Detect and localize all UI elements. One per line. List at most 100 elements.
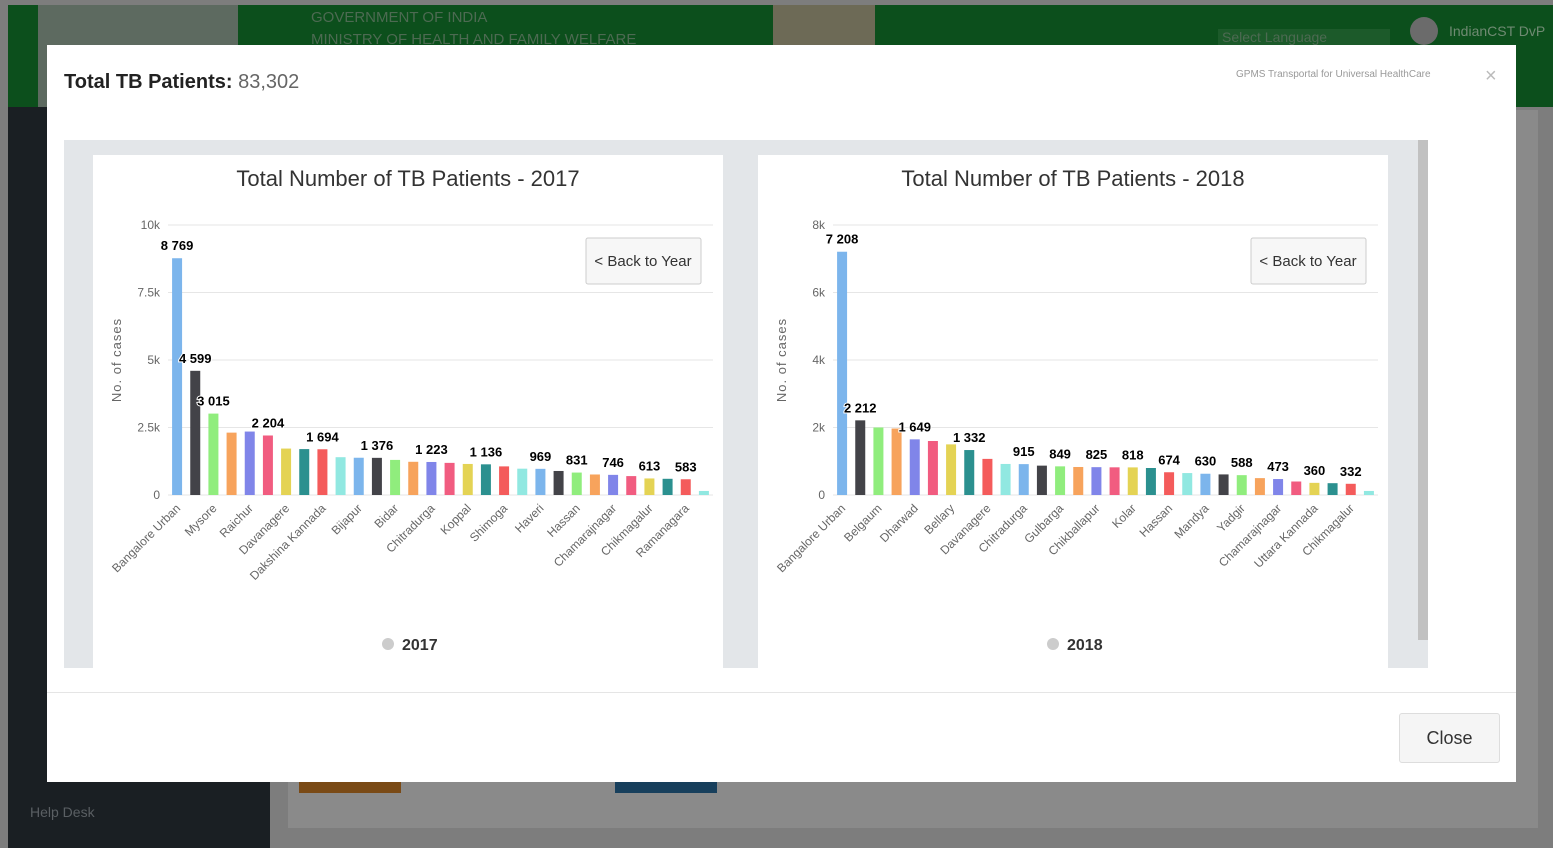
bar [190,371,200,495]
bar [572,473,582,495]
modal-title: Total TB Patients: 83,302 [64,71,299,94]
data-label: 583 [675,459,697,474]
bar [1110,467,1120,495]
x-tick-label: Shimoga [467,501,511,545]
data-label: 332 [1340,464,1362,479]
bar [1073,467,1083,495]
user-avatar [1410,17,1438,45]
scrollbar[interactable] [1418,140,1428,640]
bar [1146,468,1156,495]
bar [1273,479,1283,495]
x-tick-label: Uttara Kannada [1251,501,1321,571]
bar [426,462,436,495]
data-label: 1 332 [953,430,986,445]
bar [1309,483,1319,495]
bar [928,441,938,495]
bar [1255,478,1265,495]
bar [499,466,509,495]
data-label: 2 212 [844,400,877,415]
y-tick-label: 5k [147,353,161,367]
title-label: Total TB Patients: [64,71,233,93]
bar [626,476,636,495]
user-name[interactable]: IndianCST DvP [1449,23,1545,39]
bar [699,491,709,495]
chart: Total Number of TB Patients - 2018No. of… [758,155,1388,668]
x-tick-label: Chamarajnagar [551,501,619,569]
data-label: 825 [1086,447,1108,462]
help-desk[interactable]: Help Desk [30,804,95,820]
bar [535,469,545,495]
bar [855,420,865,495]
bar [681,479,691,495]
x-tick-label: Haveri [512,501,546,535]
bar [1037,466,1047,495]
data-label: 630 [1195,454,1217,469]
bar [354,458,364,495]
data-label: 674 [1158,452,1180,467]
legend-label[interactable]: 2018 [1067,637,1103,654]
y-axis-title: No. of cases [774,318,789,402]
bar [245,432,255,495]
bar [263,435,273,495]
bar [910,439,920,495]
bar [554,471,564,495]
back-button-label[interactable]: < Back to Year [594,253,691,270]
data-label: 1 136 [470,444,503,459]
data-label: 849 [1049,446,1071,461]
bar [463,464,473,495]
bar [1182,473,1192,495]
x-tick-label: Dharwad [877,501,921,545]
bar [172,258,182,495]
data-label: 746 [602,455,624,470]
y-tick-label: 2k [812,421,826,435]
x-tick-label: Bangalore Urban [109,501,183,575]
bar [837,252,847,495]
brand: GPMS Transportal for Universal HealthCar… [1236,69,1431,80]
bar [892,429,902,495]
data-label: 7 208 [826,232,859,247]
legend-label[interactable]: 2017 [402,637,438,654]
bar [481,464,491,495]
bar [1328,483,1338,495]
page: {"background": {"header_line1": "GOVERNM… [0,0,1553,848]
emblem [773,5,875,45]
bar [299,449,309,495]
data-label: 1 376 [361,438,394,453]
y-tick-label: 6k [812,286,826,300]
bar [1364,491,1374,495]
bar [408,462,418,495]
data-label: 1 694 [306,429,339,444]
data-label: 360 [1304,463,1326,478]
bar [336,457,346,495]
data-label: 818 [1122,447,1144,462]
x-tick-label: Hassan [1137,501,1176,540]
x-tick-label: Bidar [371,501,401,531]
bar [608,475,618,495]
bar [663,479,673,495]
bar [1200,474,1210,495]
modal: Total TB Patients: 83,302 GPMS Transport… [47,45,1516,782]
bar [1055,466,1065,495]
bar [644,478,654,495]
x-tick-label: Mysore [182,501,220,539]
bar [1164,472,1174,495]
bar [1128,467,1138,495]
back-button-label[interactable]: < Back to Year [1259,253,1356,270]
y-tick-label: 4k [812,353,826,367]
chart-title: Total Number of TB Patients - 2017 [236,166,579,191]
x-tick-label: Kolar [1109,501,1139,531]
bar [1291,482,1301,496]
close-icon[interactable]: × [1485,65,1497,88]
bar [873,428,883,496]
data-label: 4 599 [179,351,212,366]
bar [390,460,400,495]
data-label: 3 015 [197,394,230,409]
x-tick-label: Bijapur [329,501,365,537]
data-label: 613 [639,458,661,473]
close-button[interactable]: Close [1399,713,1500,763]
bar [208,414,218,495]
bar [445,463,455,495]
data-label: 473 [1267,459,1289,474]
data-label: 969 [530,449,552,464]
